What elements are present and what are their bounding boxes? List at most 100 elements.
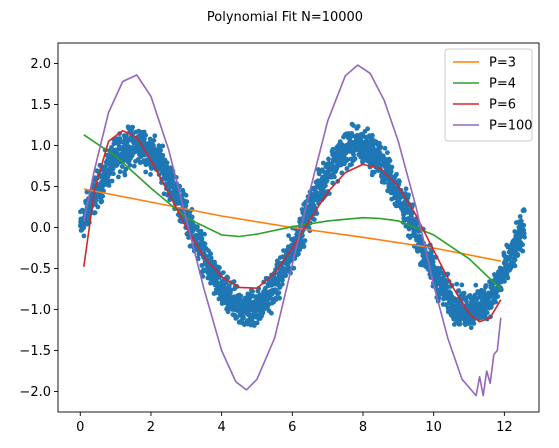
y-axis: −2.0 −1.5 −1.0 −0.5 0.0 0.5 1.0 1.5 2.0 <box>19 57 58 400</box>
x-tick-label: 4 <box>217 420 225 435</box>
scatter-point <box>344 166 350 171</box>
scatter-point <box>202 231 207 237</box>
scatter-point <box>199 263 205 268</box>
scatter-point <box>116 174 121 180</box>
scatter-point <box>254 320 260 326</box>
legend: P=3 P=4 P=6 P=100 <box>444 48 533 142</box>
scatter-point <box>454 281 460 287</box>
scatter-point <box>130 124 136 130</box>
scatter-point <box>107 171 113 177</box>
scatter-point <box>254 312 260 318</box>
legend-label: P=100 <box>489 119 533 134</box>
scatter-point <box>158 148 164 153</box>
scatter-point <box>269 310 274 316</box>
scatter-point <box>488 304 494 310</box>
scatter-point <box>330 146 336 152</box>
scatter-point <box>389 164 395 170</box>
scatter-point <box>312 217 317 223</box>
y-tick-label: −1.5 <box>19 344 51 359</box>
scatter-point <box>280 277 285 283</box>
scatter-point <box>355 124 361 129</box>
scatter-point <box>183 192 189 198</box>
scatter-point <box>397 179 402 185</box>
y-tick-label: 1.5 <box>30 98 51 113</box>
scatter-point <box>110 166 116 172</box>
series-line <box>83 64 502 397</box>
scatter-point <box>382 145 388 151</box>
scatter-point <box>164 160 170 166</box>
scatter-point <box>493 299 498 305</box>
scatter-point <box>238 293 244 299</box>
scatter-point <box>406 192 411 198</box>
x-tick-label: 12 <box>496 420 513 435</box>
scatter-point <box>122 172 128 178</box>
scatter-point <box>198 228 204 234</box>
scatter-point <box>184 199 190 205</box>
scatter-point <box>351 152 356 158</box>
x-tick-label: 8 <box>359 420 367 435</box>
scatter-point <box>277 295 282 301</box>
scatter-point <box>260 310 266 316</box>
scatter-point <box>296 251 301 257</box>
scatter-point <box>521 222 527 228</box>
scatter-point <box>360 160 365 165</box>
scatter-point <box>302 238 308 244</box>
scatter-point <box>349 133 355 139</box>
scatter-point <box>160 143 166 149</box>
scatter-point <box>517 214 523 219</box>
scatter-point <box>443 302 448 307</box>
scatter-point <box>106 183 112 188</box>
scatter-point <box>409 214 414 220</box>
scatter-point <box>81 233 87 239</box>
scatter-point <box>515 252 521 257</box>
scatter-point <box>315 167 321 172</box>
scatter-point <box>522 234 527 240</box>
scatter-point <box>387 158 393 164</box>
scatter-point <box>464 299 469 304</box>
scatter-point <box>190 228 196 234</box>
scatter-point <box>372 169 377 175</box>
scatter-point <box>81 225 87 231</box>
scatter-point <box>234 315 240 320</box>
scatter-point <box>471 321 477 326</box>
scatter-point <box>95 204 101 210</box>
scatter-point <box>148 172 153 177</box>
x-tick-label: 10 <box>425 420 442 435</box>
scatter-point <box>468 325 474 331</box>
scatter-point <box>521 208 527 214</box>
x-tick-label: 2 <box>147 420 155 435</box>
scatter-point <box>109 178 115 184</box>
legend-label: P=4 <box>489 77 516 92</box>
scatter-point <box>394 171 399 177</box>
scatter-point <box>208 251 214 257</box>
scatter-point <box>225 309 231 315</box>
x-tick-label: 0 <box>76 420 84 435</box>
scatter-point <box>332 174 337 180</box>
scatter-point <box>124 133 129 139</box>
scatter-point <box>250 289 256 294</box>
x-axis: 0 2 4 6 8 10 12 <box>76 412 513 435</box>
scatter-point <box>365 126 370 132</box>
scatter-point <box>202 268 207 274</box>
scatter-point <box>160 152 166 158</box>
scatter-point <box>117 169 123 175</box>
scatter-point <box>111 171 116 177</box>
scatter-point <box>378 144 383 150</box>
scatter-point <box>99 198 105 204</box>
scatter-point <box>388 169 394 174</box>
scatter-point <box>324 178 330 184</box>
y-tick-label: 2.0 <box>30 57 51 72</box>
scatter-point <box>286 233 291 239</box>
scatter-point <box>512 257 518 263</box>
scatter-point <box>512 263 518 269</box>
scatter-point <box>152 133 158 139</box>
scatter-point <box>226 284 232 289</box>
scatter-point <box>220 270 226 275</box>
scatter-point <box>502 278 507 284</box>
scatter-point <box>385 150 390 156</box>
series-line <box>83 129 502 323</box>
scatter-point <box>147 136 153 142</box>
scatter-point <box>456 288 462 293</box>
scatter-point <box>473 282 479 288</box>
